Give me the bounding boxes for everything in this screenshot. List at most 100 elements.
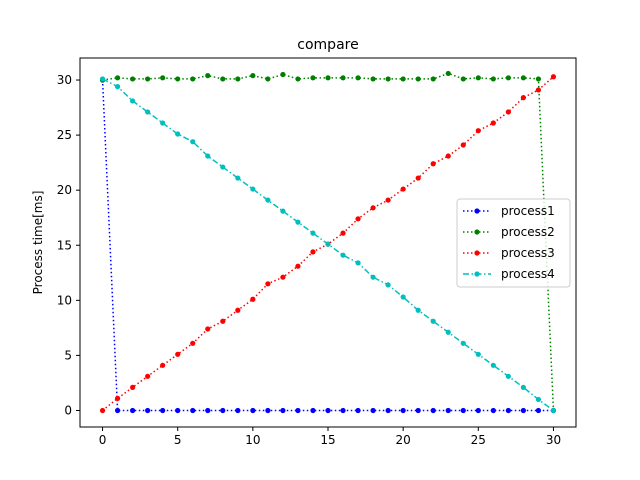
data-point-process4 (145, 109, 151, 115)
data-point-process2 (190, 76, 196, 82)
data-point-process2 (130, 76, 136, 82)
data-point-process3 (235, 307, 241, 313)
data-point-process2 (400, 76, 406, 82)
data-point-process3 (310, 249, 316, 255)
data-point-process1 (190, 407, 196, 414)
data-point-process1 (250, 407, 256, 414)
data-point-process3 (265, 281, 271, 287)
x-tick-label: 20 (396, 433, 411, 447)
data-point-process2 (160, 75, 166, 81)
data-point-process2 (235, 76, 241, 82)
y-tick-label: 10 (57, 293, 72, 307)
data-point-process1 (114, 407, 121, 414)
data-point-process2 (295, 76, 301, 82)
data-point-process3 (280, 274, 286, 280)
data-point-process3 (175, 351, 181, 357)
data-point-process4 (550, 407, 557, 414)
data-point-process2 (145, 76, 151, 82)
data-point-process4 (340, 252, 346, 258)
series-process2 (99, 70, 557, 414)
data-point-process1 (280, 407, 286, 414)
data-point-process4 (130, 98, 136, 104)
data-point-process4 (445, 329, 451, 335)
legend-label-process4: process4 (501, 267, 555, 281)
y-axis-ticks: 0 5 10 15 20 25 30 (57, 73, 80, 417)
data-point-process3 (445, 153, 451, 159)
data-point-process4 (235, 175, 241, 181)
data-point-process2 (385, 76, 391, 82)
data-point-process2 (415, 76, 421, 82)
data-point-process2 (220, 76, 226, 82)
data-point-process1 (490, 407, 496, 414)
legend: process1 process2 process3 process4 (456, 198, 571, 288)
data-point-process1 (475, 407, 481, 414)
data-point-process2 (340, 75, 346, 81)
data-point-process4 (250, 186, 256, 192)
data-point-process1 (445, 407, 451, 414)
y-tick-label: 20 (57, 183, 72, 197)
data-point-process3 (475, 128, 481, 134)
data-point-process2 (370, 76, 376, 82)
data-point-process4 (310, 230, 316, 236)
x-tick-label: 10 (245, 433, 260, 447)
data-point-process3 (430, 161, 436, 167)
data-point-process3 (114, 395, 121, 401)
legend-label-process3: process3 (501, 246, 555, 260)
data-point-process4 (400, 294, 406, 300)
data-point-process3 (415, 175, 421, 181)
x-tick-label: 0 (99, 433, 107, 447)
legend-marker-process3 (474, 250, 480, 256)
data-point-process4 (325, 241, 331, 247)
legend-box (456, 198, 571, 288)
legend-items: process1 process2 process3 process4 (463, 204, 555, 281)
data-point-process2 (280, 71, 286, 78)
data-point-process1 (340, 407, 346, 414)
data-point-process1 (385, 407, 391, 414)
data-point-process4 (415, 307, 421, 313)
data-point-process1 (265, 407, 271, 414)
data-point-process2 (490, 76, 496, 82)
data-point-process4 (385, 282, 391, 288)
series-process4 (99, 76, 557, 414)
data-point-process3 (205, 326, 211, 332)
y-tick-label: 0 (64, 403, 72, 417)
chart-title: compare (297, 37, 358, 53)
data-point-process4 (160, 120, 166, 126)
x-tick-label: 25 (471, 433, 486, 447)
data-point-process2 (430, 76, 436, 82)
data-point-process1 (460, 407, 466, 414)
data-point-process1 (130, 407, 136, 414)
legend-label-process2: process2 (501, 225, 555, 239)
y-axis-title: Process time[ms] (31, 191, 45, 295)
data-point-process4 (190, 139, 196, 145)
legend-marker-process2 (474, 229, 480, 235)
data-point-process1 (355, 407, 361, 414)
data-point-process1 (325, 407, 331, 414)
data-point-process1 (415, 407, 421, 414)
y-tick-label: 30 (57, 73, 72, 87)
data-point-process3 (385, 197, 391, 203)
data-point-process3 (160, 362, 166, 368)
data-point-process4 (295, 219, 301, 225)
data-point-process3 (370, 205, 376, 211)
legend-marker-process4 (474, 271, 480, 277)
series-layer (99, 70, 557, 414)
data-point-process4 (175, 131, 181, 137)
data-point-process3 (550, 74, 557, 80)
data-point-process3 (295, 263, 301, 269)
data-point-process1 (400, 407, 406, 414)
data-point-process3 (520, 95, 526, 101)
data-point-process2 (355, 75, 361, 81)
data-point-process3 (220, 318, 226, 324)
data-point-process1 (295, 407, 301, 414)
data-point-process4 (370, 274, 376, 280)
data-point-process2 (310, 75, 316, 81)
legend-label-process1: process1 (501, 204, 555, 218)
data-point-process2 (475, 75, 481, 81)
data-point-process2 (265, 76, 271, 82)
data-point-process1 (310, 407, 316, 414)
data-point-process4 (99, 76, 106, 82)
data-point-process1 (430, 407, 436, 414)
data-point-process3 (535, 87, 542, 93)
